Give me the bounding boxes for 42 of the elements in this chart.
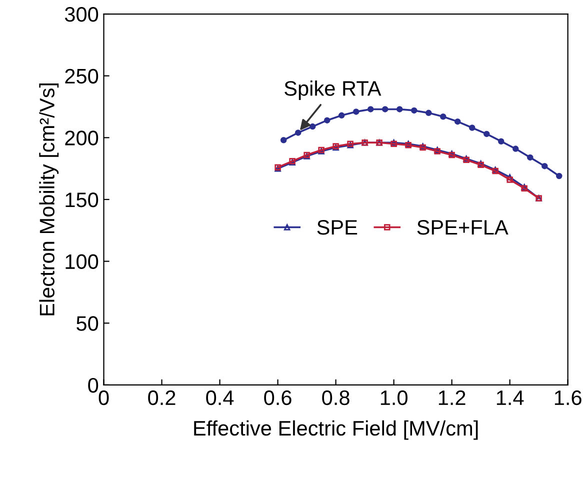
- y-axis-title: Electron Mobility [cm²/Vs]: [39, 83, 59, 316]
- point: [280, 137, 287, 144]
- x-tick-label: 0.2: [148, 390, 176, 406]
- point: [469, 124, 476, 131]
- point: [506, 176, 513, 183]
- point: [454, 118, 461, 125]
- x-tick-label: 0: [98, 390, 109, 406]
- point: [309, 123, 316, 130]
- x-tick-label: 1.0: [380, 390, 408, 406]
- y-tick-label: 250: [65, 68, 98, 84]
- point: [410, 107, 418, 114]
- y-tick-label: 100: [66, 254, 98, 270]
- point: [367, 106, 374, 112]
- x-tick-label: 0.6: [264, 390, 292, 406]
- point: [498, 138, 504, 144]
- point: [294, 130, 302, 136]
- x-tick-label: 1.4: [496, 390, 524, 405]
- point: [542, 162, 548, 170]
- legend-label: SPE+FLA: [417, 220, 508, 235]
- x-tick-label: 1.6: [554, 390, 582, 406]
- point: [382, 106, 388, 112]
- x-tick-label: 0.8: [322, 390, 350, 406]
- point: [440, 114, 446, 120]
- point: [512, 146, 519, 152]
- y-tick-label: 150: [66, 192, 98, 208]
- point: [324, 117, 330, 124]
- x-tick-label: 1.2: [438, 390, 466, 405]
- y-tick-label: 50: [76, 316, 98, 331]
- point: [556, 172, 562, 180]
- x-tick-label: 0.4: [206, 390, 234, 406]
- y-tick-label: 300: [64, 7, 98, 22]
- annotation: Spike RTA: [284, 80, 382, 100]
- legend-label: SPE: [317, 220, 358, 235]
- point: [425, 110, 432, 116]
- point: [484, 130, 490, 138]
- point: [338, 112, 345, 119]
- y-tick-label: 200: [65, 130, 98, 146]
- y-tick-label: 0: [88, 378, 98, 393]
- point: [396, 106, 403, 112]
- point: [352, 108, 360, 115]
- x-axis-title: Effective Electric Field [MV/cm]: [194, 420, 478, 440]
- point: [527, 154, 534, 161]
